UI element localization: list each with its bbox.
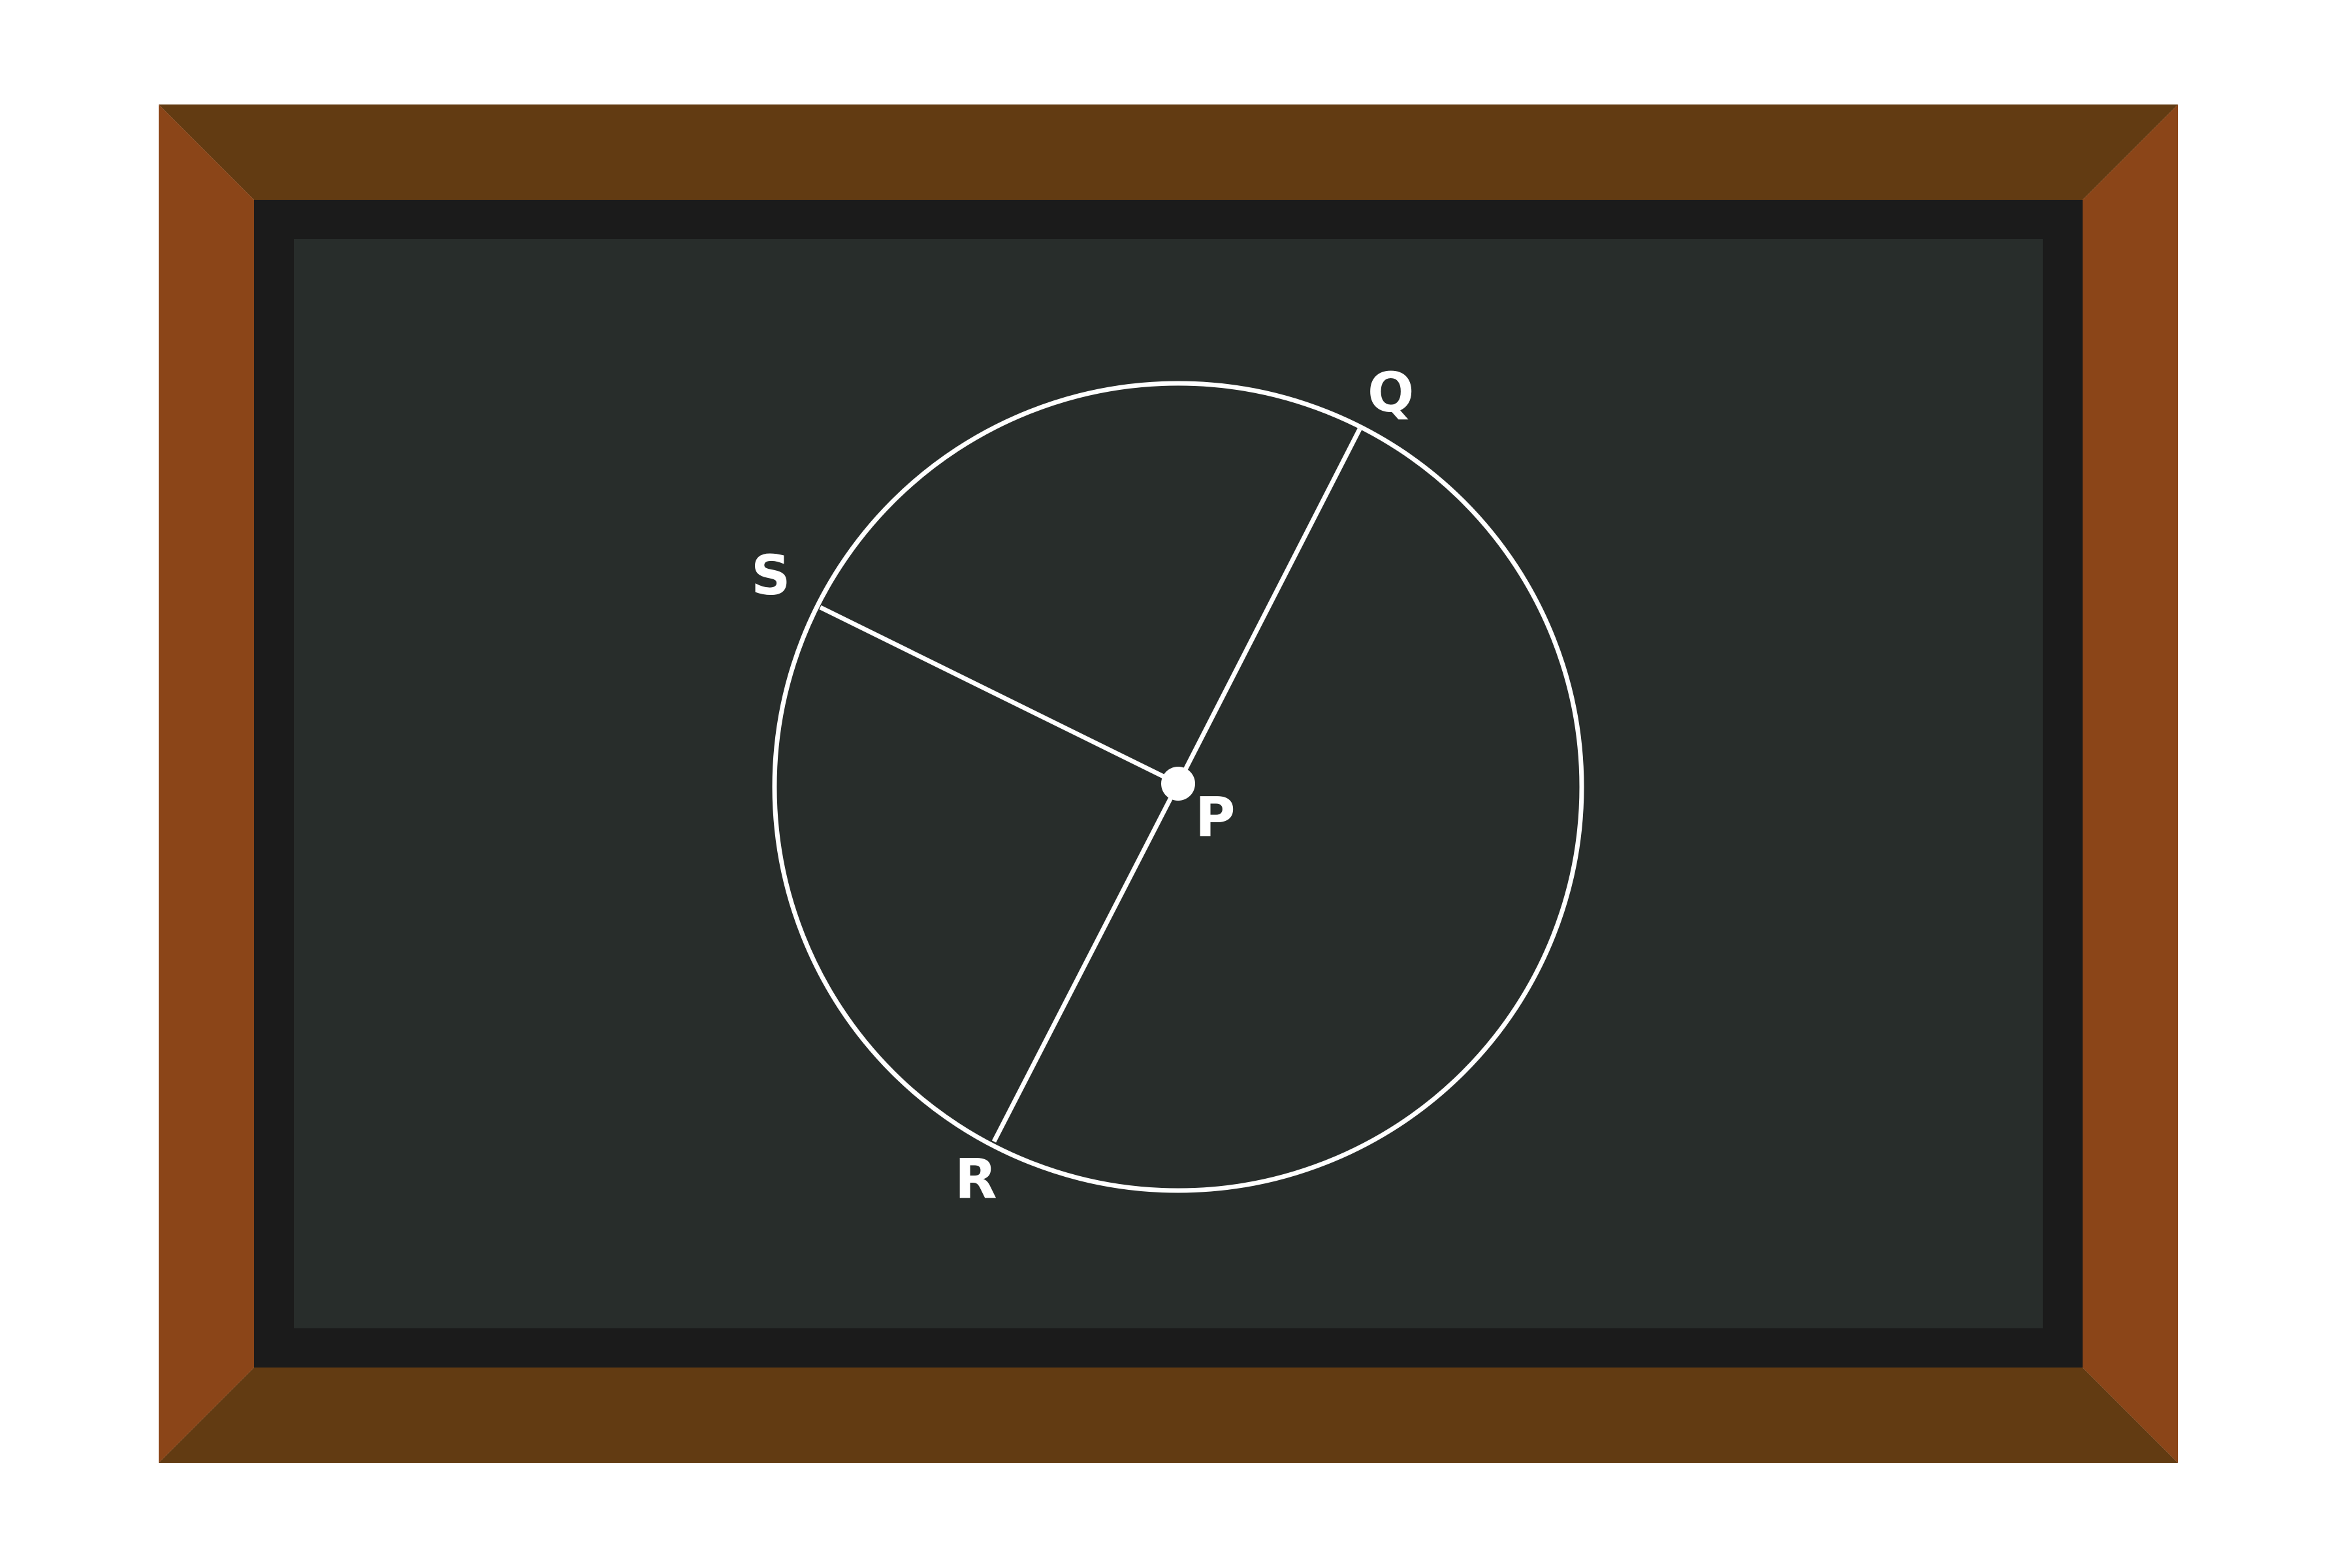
label-p: P bbox=[1195, 785, 1236, 849]
label-q: Q bbox=[1368, 360, 1414, 424]
frame-right bbox=[2083, 104, 2178, 1463]
board-frame bbox=[159, 104, 2178, 1463]
radius-ps bbox=[819, 605, 1179, 786]
circle bbox=[772, 381, 1584, 1193]
center-point bbox=[1161, 767, 1195, 801]
radius-pq bbox=[1176, 428, 1362, 785]
label-r: R bbox=[955, 1147, 997, 1211]
frame-top bbox=[159, 104, 2178, 200]
frame-bottom bbox=[159, 1368, 2178, 1463]
label-s: S bbox=[751, 543, 791, 607]
radius-pr bbox=[991, 782, 1181, 1143]
frame-left bbox=[159, 104, 254, 1463]
